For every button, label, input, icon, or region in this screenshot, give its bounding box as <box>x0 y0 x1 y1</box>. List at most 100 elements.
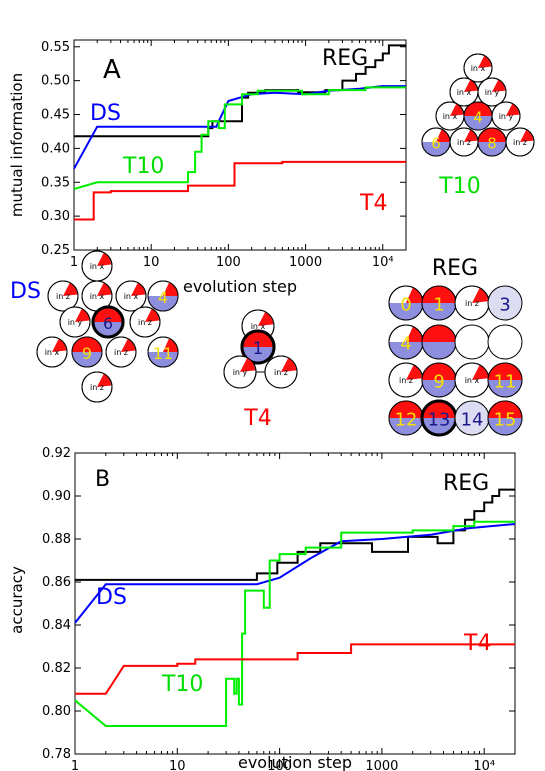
panel-b-frame <box>74 452 516 755</box>
y-tick-label: 0.86 <box>42 575 71 590</box>
node-label: 9 <box>433 372 444 393</box>
panel-b-xlabel: evolution step <box>238 753 352 771</box>
node-red-fill <box>422 286 456 303</box>
node-red-wedge <box>163 338 178 352</box>
node-circle <box>454 324 490 360</box>
node-label: in z <box>465 299 479 308</box>
network-node: in y <box>59 306 91 338</box>
node-blue-fill <box>148 352 178 367</box>
node-label: 4 <box>473 109 482 126</box>
panel-a-t10-label: T10 <box>122 154 164 179</box>
network-node: in x <box>454 362 490 398</box>
network-node: in z <box>388 362 424 398</box>
node-blue-fill <box>422 303 456 320</box>
node-label: in y <box>233 368 248 377</box>
x-tick-label: 1000 <box>365 759 398 771</box>
node-label: 8 <box>487 135 496 152</box>
node-blue-fill <box>389 418 423 435</box>
series-line-t10 <box>74 520 515 727</box>
node-red-fill <box>72 337 102 352</box>
x-tick-label: 10⁴ <box>372 255 394 270</box>
node-outline <box>105 336 137 368</box>
node-outline <box>147 336 179 368</box>
node-label: 4 <box>158 288 168 307</box>
node-label: in x <box>465 376 480 385</box>
node-red-fill <box>422 325 456 342</box>
network-node: in x <box>449 77 479 107</box>
node-label: 9 <box>82 344 92 363</box>
node-blue-fill <box>148 296 178 311</box>
y-tick-label: 0.55 <box>41 40 70 55</box>
node-label: 13 <box>428 410 451 431</box>
node-blue-fill <box>488 418 522 435</box>
y-tick-label: 0.84 <box>42 618 71 633</box>
network-node: 6 <box>421 127 451 157</box>
node-label: in y <box>485 88 500 97</box>
node-outline <box>91 305 125 339</box>
series-line-reg <box>75 488 515 581</box>
network-node: in z <box>505 127 535 157</box>
node-label: 6 <box>431 135 440 152</box>
panel-b-label: B <box>95 467 110 492</box>
network-node <box>421 324 457 360</box>
node-blue-fill <box>389 303 423 320</box>
panel-b-chart: 1 10 100 1000 10⁴ 0.78 0.80 0.82 0.84 0.86 0.88 0.9… <box>8 446 516 771</box>
network-node: in x <box>115 280 147 312</box>
node-outline <box>505 127 535 157</box>
t4-diagram-title: T4 <box>243 406 271 431</box>
network-node: in z <box>264 355 298 389</box>
node-outline <box>240 329 276 365</box>
network-node: in z <box>449 127 479 157</box>
network-node: 8 <box>477 127 507 157</box>
network-node: in x <box>36 336 68 368</box>
x-tick-label: 1000 <box>289 255 322 270</box>
node-red-fill <box>422 363 456 380</box>
panel-b-t10-label: T10 <box>161 672 203 697</box>
panel-a-chart: 1 10 100 1000 10⁴ 0.25 0.30 0.35 0.40 0.45 0.50 0.5… <box>8 39 407 296</box>
node-blue-fill <box>389 342 423 359</box>
y-tick-label: 0.30 <box>41 209 70 224</box>
node-outline <box>147 280 179 312</box>
node-label: in x <box>90 292 105 301</box>
network-node: in y <box>477 77 507 107</box>
y-tick-label: 0.45 <box>41 108 70 123</box>
panel-a-t4-label: T4 <box>359 191 387 216</box>
network-diagrams: T10 DS T4 REG in x in x in y in x 4 in y 6 in z… <box>10 53 535 437</box>
network-node: 1 <box>240 329 276 365</box>
node-red-wedge <box>436 129 450 142</box>
node-blue-fill <box>93 322 123 337</box>
y-tick-label: 0.92 <box>42 446 71 461</box>
network-node: in z <box>129 306 161 338</box>
node-red-fill <box>389 401 423 418</box>
y-tick-label: 0.25 <box>41 243 70 258</box>
series-line-t4 <box>75 643 515 695</box>
t10-diagram-title: T10 <box>438 174 480 199</box>
node-blue-fill <box>488 380 522 397</box>
x-tick-label: 100 <box>216 255 241 270</box>
node-red-fill <box>422 401 456 418</box>
node-label: in x <box>45 348 60 357</box>
node-blue-fill <box>422 380 456 397</box>
node-label: in z <box>513 138 527 147</box>
node-outline <box>487 362 523 398</box>
series-line-t4 <box>74 160 406 221</box>
panel-a-frame <box>73 39 407 251</box>
network-node: 6 <box>91 305 125 339</box>
node-label: in y <box>68 318 83 327</box>
x-tick-label: 10 <box>143 255 160 270</box>
node-blue-fill <box>72 352 102 367</box>
x-tick-label: 10⁴ <box>473 759 495 771</box>
node-outline <box>47 280 79 312</box>
node-outline <box>487 400 523 436</box>
node-outline <box>264 355 298 389</box>
node-label: in y <box>499 112 514 121</box>
panel-a-ds-label: DS <box>90 101 121 126</box>
node-blue-fill <box>464 116 492 130</box>
node-red-fill <box>93 307 123 322</box>
node-label: 15 <box>494 410 517 431</box>
panel-b-ylabel: accuracy <box>8 566 26 634</box>
node-outline <box>36 336 68 368</box>
node-label: 4 <box>400 334 411 355</box>
y-tick-label: 0.35 <box>41 175 70 190</box>
node-circle <box>487 324 523 360</box>
